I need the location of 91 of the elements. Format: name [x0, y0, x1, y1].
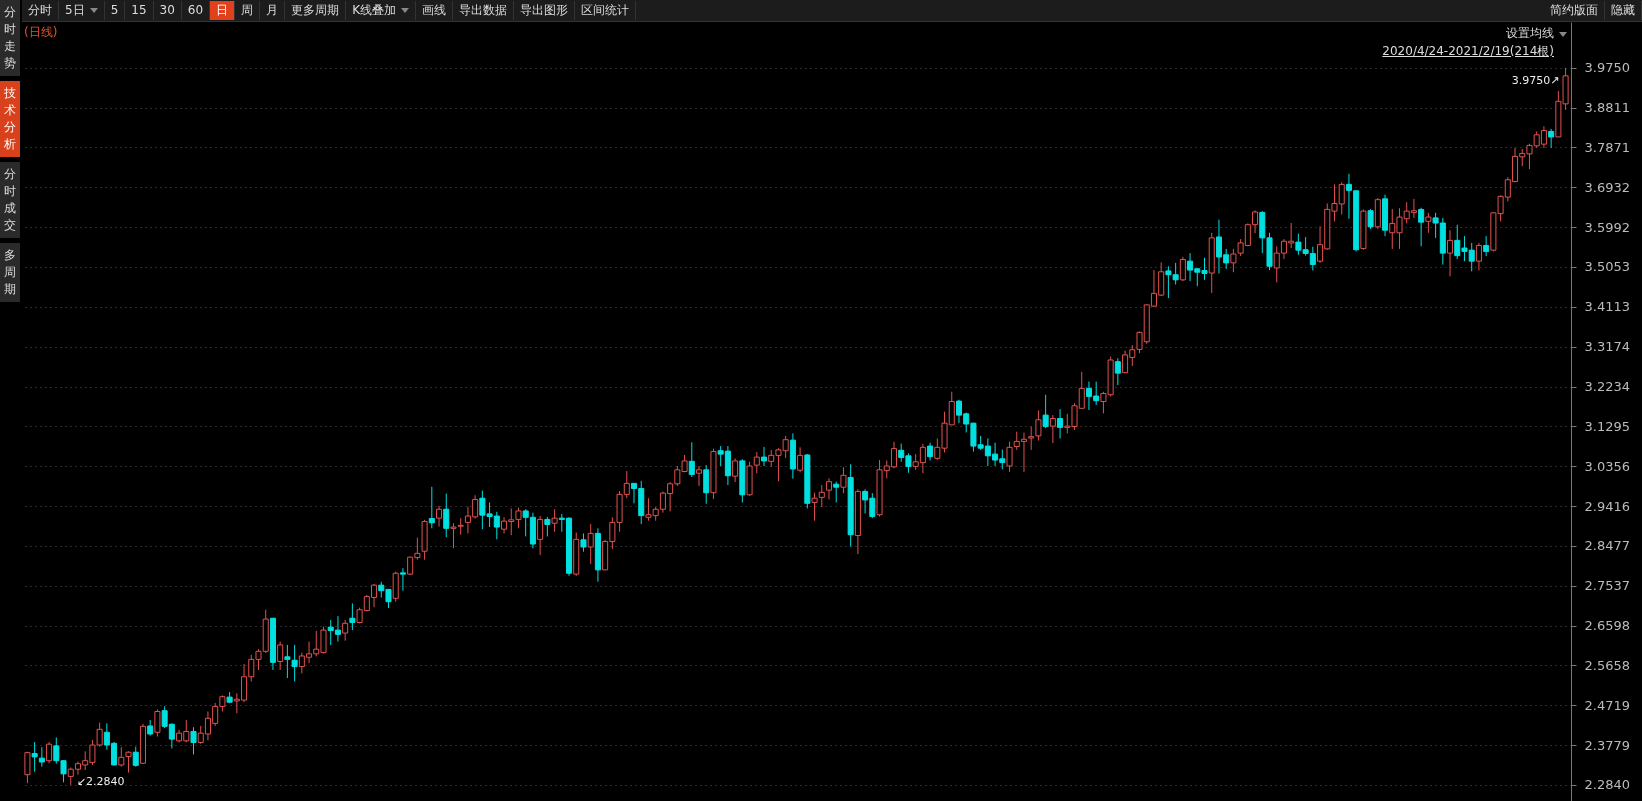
annotation: (日线) [24, 24, 58, 41]
candlestick [443, 493, 450, 538]
annotation: 设置均线 [1506, 25, 1555, 42]
candlestick [125, 750, 132, 774]
y-tick-label: 3.7871 [1584, 139, 1630, 155]
y-tick-label: 3.0356 [1584, 458, 1630, 474]
text: 导出数据 [453, 1, 514, 20]
text: 多周期 [3, 247, 17, 298]
annotation: ↙2.2840 [76, 774, 125, 788]
candlestick [118, 746, 125, 768]
candlestick [349, 602, 356, 631]
y-tick-label: 3.9750 [1584, 60, 1630, 76]
text: 日 [210, 1, 236, 20]
text: 周 [235, 1, 261, 20]
text: 更多周期 [285, 1, 347, 20]
text: 分时走势 [3, 4, 17, 72]
text: 导出图形 [514, 1, 575, 20]
y-tick-label: 2.3779 [1584, 737, 1630, 753]
candlestick [544, 516, 551, 537]
text: 60 [181, 1, 211, 20]
candlestick [580, 532, 587, 553]
candlestick [190, 726, 197, 755]
candlestick [1447, 229, 1454, 277]
candlestick [833, 481, 840, 503]
candlestick [688, 441, 695, 478]
y-tick-label: 3.6932 [1584, 179, 1630, 195]
candlestick [154, 708, 161, 738]
text: 隐藏 [1605, 1, 1642, 20]
text: 30 [153, 1, 182, 20]
candlestick [840, 466, 847, 494]
text: 5 [104, 1, 126, 20]
candlestick [132, 746, 139, 768]
candlestick [1042, 394, 1049, 429]
candlestick [284, 644, 291, 679]
candlestick [38, 746, 45, 768]
text: 画线 [416, 1, 453, 20]
candlestick [551, 508, 558, 533]
y-tick-label: 2.7537 [1584, 578, 1630, 594]
annotation: 3.9750↗ [1511, 73, 1560, 87]
candlestick [1483, 235, 1490, 257]
annotation: 2020/4/24-2021/2/19(214根) [1382, 43, 1554, 60]
y-tick-label: 3.5992 [1584, 219, 1630, 235]
candlestick [1179, 256, 1186, 282]
candlestick [587, 523, 594, 565]
text: 月 [260, 1, 286, 20]
candlestick [1425, 212, 1432, 234]
candlestick [428, 486, 435, 529]
candlestick [1006, 441, 1013, 473]
candlestick [1418, 207, 1425, 247]
text: 技术分析 [3, 85, 17, 153]
y-tick-label: 2.2840 [1584, 777, 1630, 793]
text: 分时成交 [3, 166, 17, 234]
text: 5日 [59, 1, 105, 20]
text: 15 [125, 1, 154, 20]
y-tick-label: 3.2234 [1584, 379, 1630, 395]
candlestick [797, 446, 804, 473]
y-tick-label: 2.6598 [1584, 618, 1630, 634]
y-tick-label: 3.3174 [1584, 339, 1630, 355]
candlestick [399, 567, 406, 592]
candlestick [1057, 408, 1064, 439]
candlestick [436, 505, 443, 528]
candlestick [703, 464, 710, 505]
y-tick-label: 2.8477 [1584, 538, 1630, 554]
y-tick-label: 2.9416 [1584, 498, 1630, 514]
y-tick-label: 3.8811 [1584, 100, 1630, 116]
candlestick [1367, 208, 1374, 230]
candlestick [277, 641, 284, 671]
candlestick [1548, 128, 1555, 149]
candlestick [811, 492, 818, 522]
candlestick [1475, 242, 1482, 271]
y-tick-label: 3.5053 [1584, 259, 1630, 275]
candlestick [818, 484, 825, 508]
candlestick [1049, 414, 1056, 444]
candlestick [291, 644, 298, 682]
text: 分时 [22, 1, 59, 20]
candlestick [46, 741, 53, 764]
candlestick [537, 515, 544, 556]
y-tick-label: 2.4719 [1584, 697, 1630, 713]
candlestick [342, 619, 349, 642]
y-tick-label: 2.5658 [1584, 657, 1630, 673]
candlestick [732, 457, 739, 483]
candlestick [1114, 357, 1121, 386]
candlestick [825, 477, 833, 500]
text: K线叠加 [346, 1, 416, 20]
text: 区间统计 [575, 1, 636, 20]
candlestick [695, 465, 703, 487]
candlestick [31, 741, 38, 773]
y-tick-label: 3.1295 [1584, 418, 1630, 434]
y-tick-label: 3.4113 [1584, 299, 1630, 315]
text: 简约版面 [1544, 1, 1605, 20]
candlestick [760, 446, 768, 467]
